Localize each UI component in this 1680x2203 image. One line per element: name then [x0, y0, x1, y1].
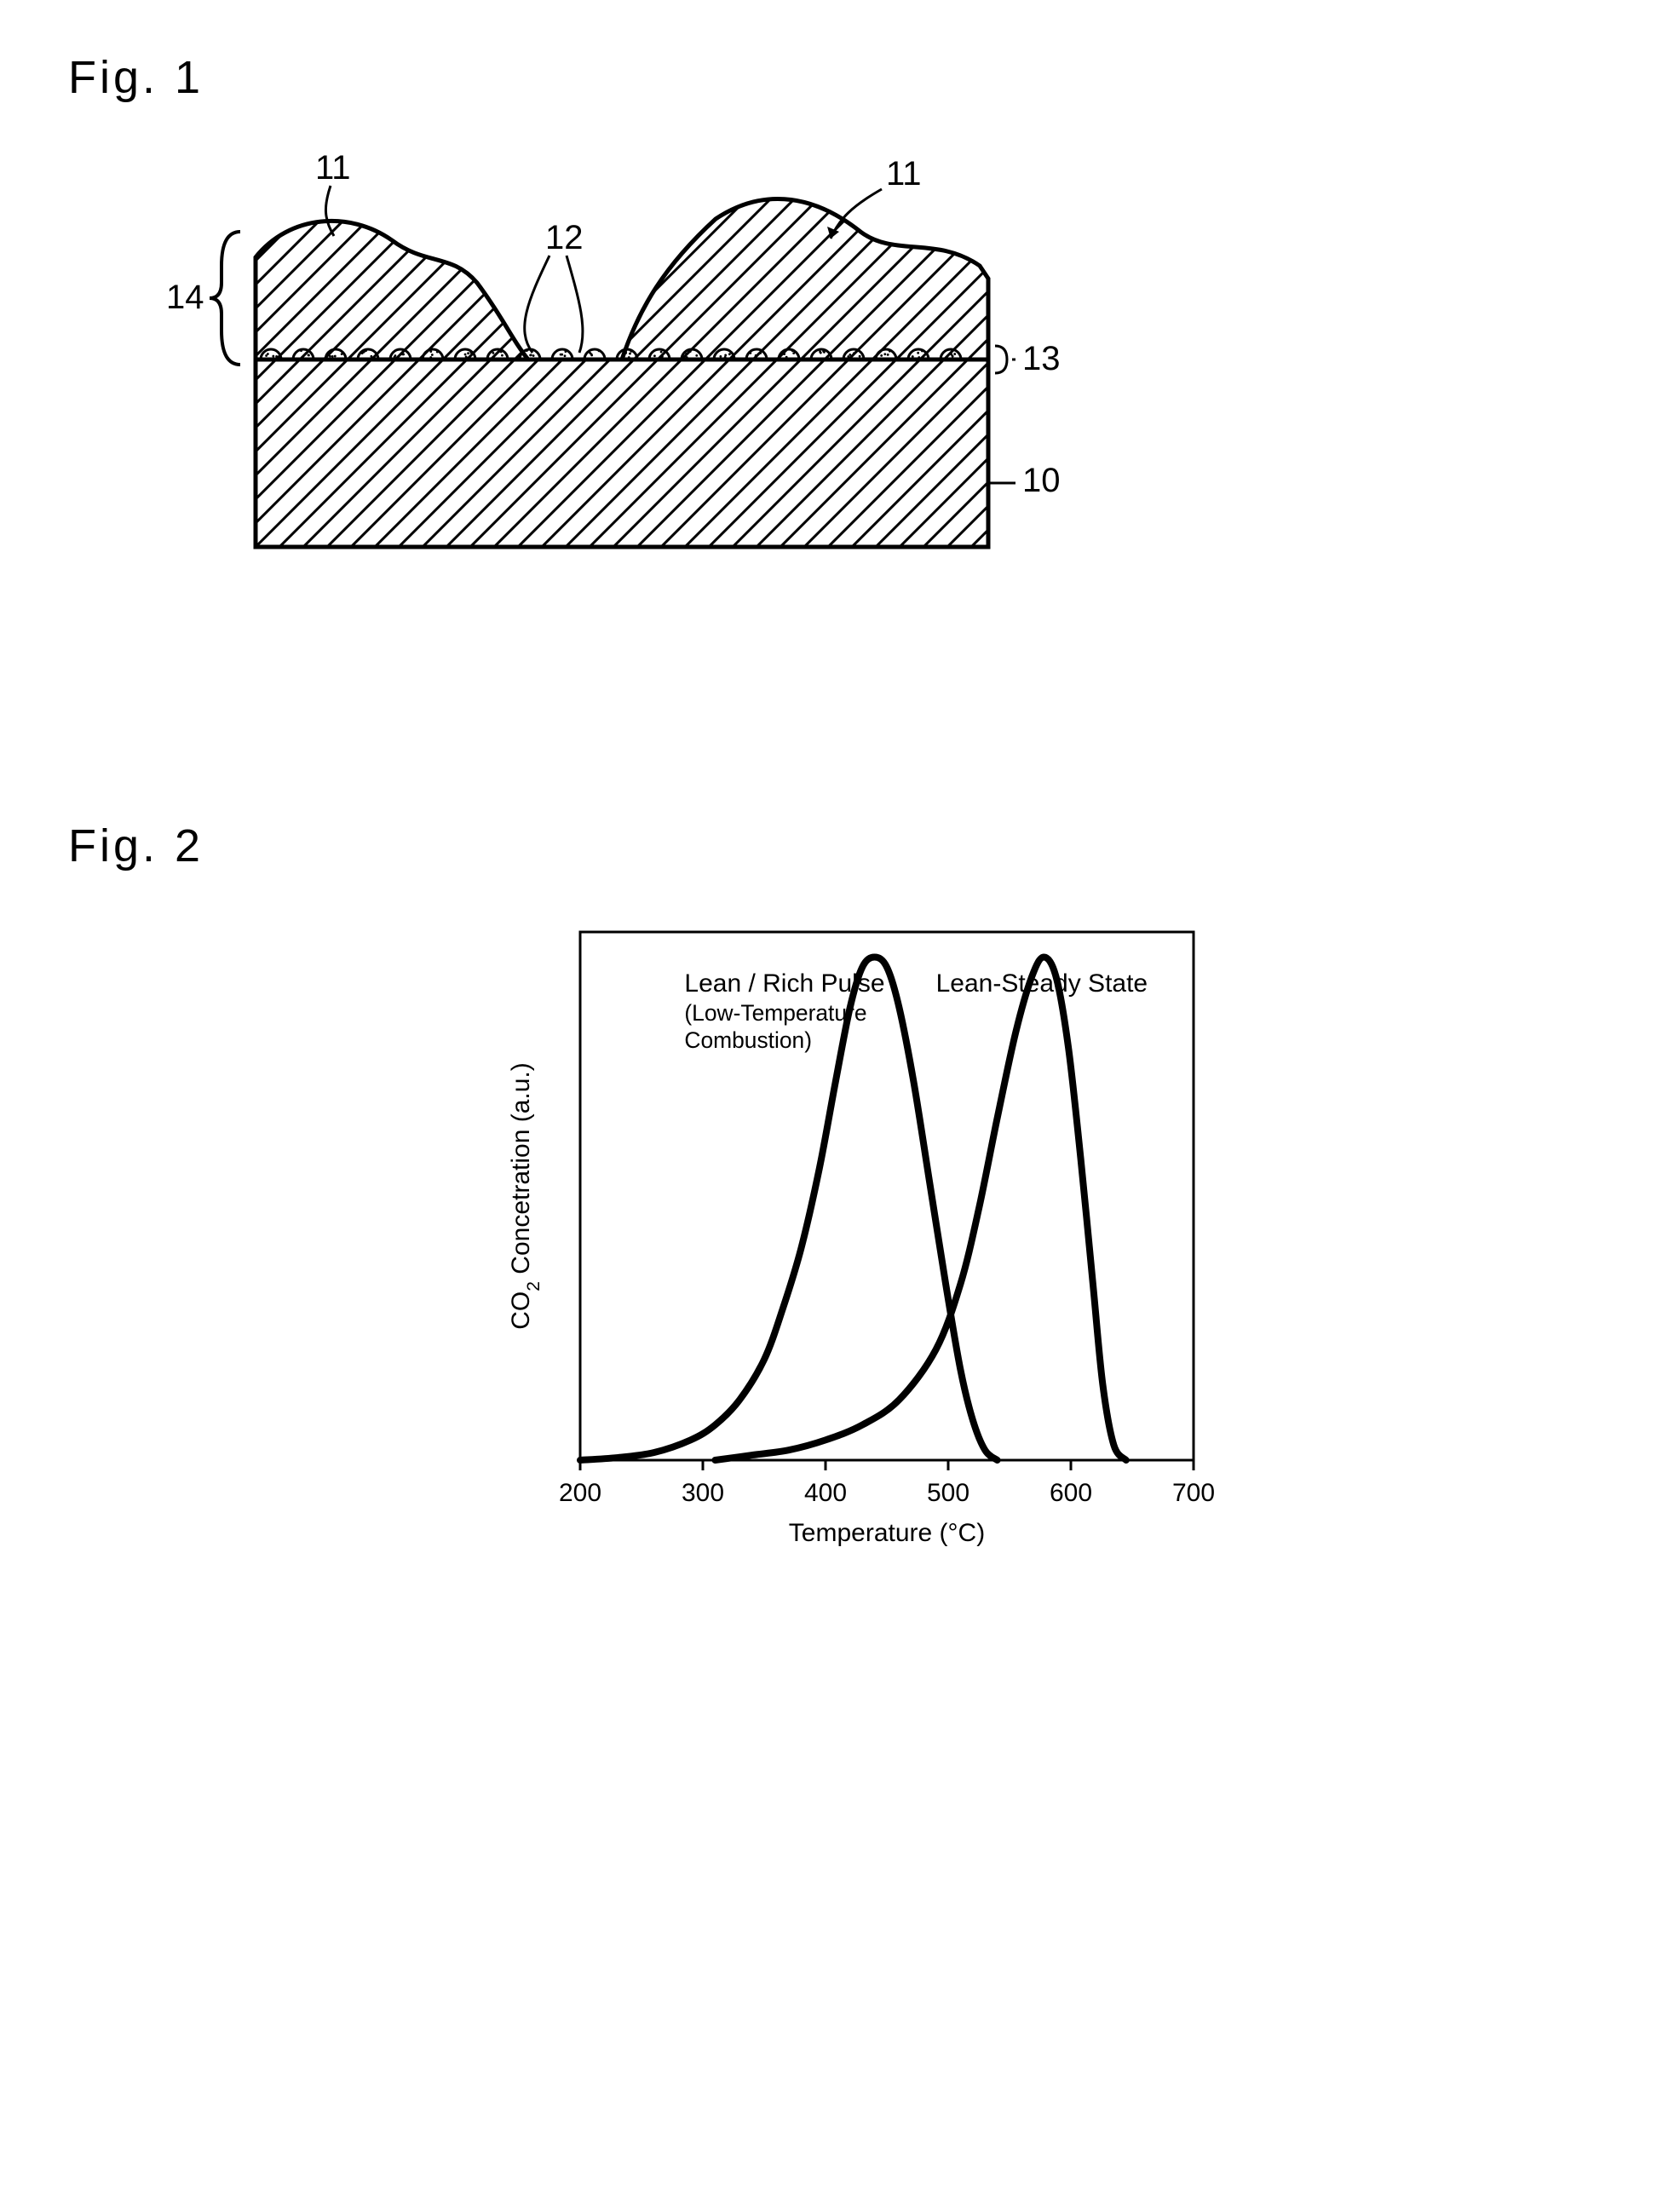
fig1-diagram: 11 11 12 13 10 14	[68, 138, 1612, 615]
x-tick-label: 600	[1050, 1479, 1092, 1507]
x-tick-label: 200	[559, 1479, 601, 1507]
fig2-label: Fig. 2	[68, 820, 1612, 872]
legend-lean-rich-pulse-line2: Combustion)	[684, 1027, 812, 1053]
y-axis-label: CO2 Concetration (a.u.)	[507, 1062, 544, 1329]
x-tick-label: 700	[1172, 1479, 1215, 1507]
callout-11a: 11	[315, 149, 351, 187]
x-axis-label: Temperature (°C)	[789, 1519, 985, 1547]
callout-12: 12	[545, 219, 584, 256]
x-tick-label: 400	[804, 1479, 847, 1507]
coat-hump-11b	[622, 198, 988, 359]
brace-14	[210, 232, 240, 365]
legend-lean-steady-state-line0: Lean-Steady State	[936, 969, 1148, 998]
fig2-chart: 200 300 400 500 600 700 Temperature (°C) CO2 Co…	[68, 906, 1612, 1567]
coat-hump-11a	[256, 221, 528, 359]
callout-13: 13	[1022, 340, 1061, 377]
substrate-10	[256, 359, 988, 547]
fig1-label: Fig. 1	[68, 51, 1612, 104]
x-tick-label: 500	[927, 1479, 969, 1507]
callout-11b: 11	[886, 155, 922, 193]
callout-14: 14	[166, 279, 204, 316]
callout-10: 10	[1022, 462, 1061, 499]
legend-lean-rich-pulse-line1: (Low-Temperature	[684, 1000, 866, 1026]
x-tick-label: 300	[682, 1479, 724, 1507]
legend-lean-rich-pulse-line0: Lean / Rich Pulse	[684, 969, 884, 998]
